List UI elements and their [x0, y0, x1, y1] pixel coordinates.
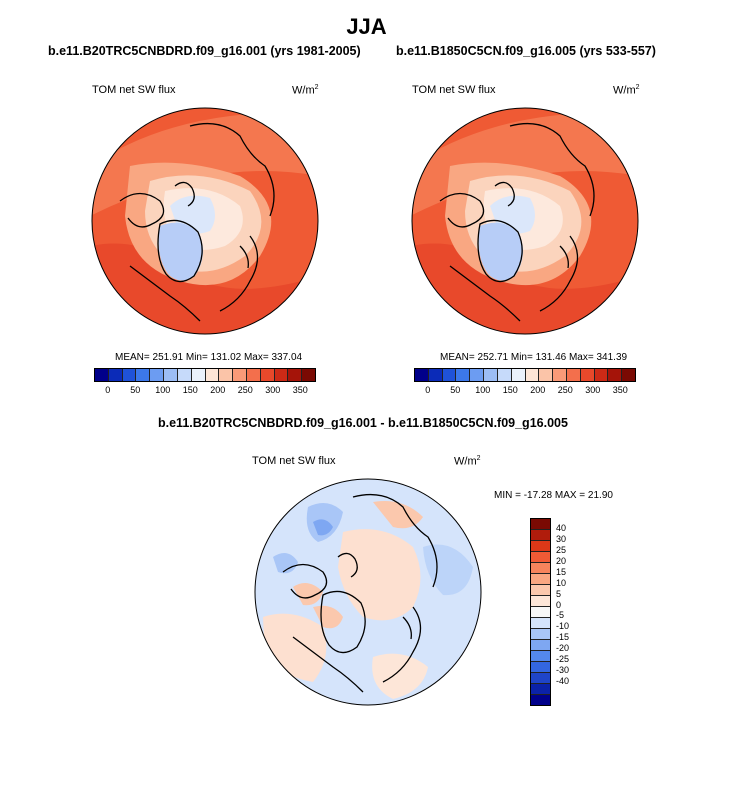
colorbar-swatch — [531, 640, 550, 651]
colorbar-tick-label: 100 — [155, 385, 171, 395]
right-stats: MEAN= 252.71 Min= 131.46 Max= 341.39 — [440, 352, 628, 363]
diff-polar-map — [253, 477, 483, 712]
colorbar-swatch — [415, 369, 429, 381]
colorbar-swatch — [531, 552, 550, 563]
colorbar-swatch — [531, 563, 550, 574]
colorbar-swatch — [246, 369, 261, 381]
colorbar-tick-label: 40 — [556, 522, 567, 533]
colorbar-swatch — [531, 574, 550, 585]
colorbar-swatch — [580, 369, 595, 381]
diff-unit-label: W/m2 — [454, 455, 481, 468]
colorbar-swatch — [456, 369, 471, 381]
colorbar-swatch — [274, 369, 289, 381]
colorbar-swatch — [531, 519, 550, 530]
figure-title: JJA — [346, 14, 387, 39]
colorbar-tick-label: 300 — [585, 385, 601, 395]
right-case-title: b.e11.B1850C5CN.f09_g16.005 (yrs 533-557… — [396, 44, 656, 58]
colorbar-tick-label: 150 — [182, 385, 198, 395]
colorbar-swatch — [531, 607, 550, 618]
colorbar-tick-label: 350 — [292, 385, 308, 395]
right-unit-label: W/m2 — [613, 84, 640, 97]
colorbar-swatch — [150, 369, 165, 381]
left-case-title: b.e11.B20TRC5CNBDRD.f09_g16.001 (yrs 198… — [48, 44, 361, 58]
colorbar-tick-label: -20 — [556, 643, 570, 654]
colorbar-tick-label: 350 — [612, 385, 628, 395]
colorbar-swatch — [108, 369, 123, 381]
colorbar-swatch — [205, 369, 220, 381]
colorbar-tick-label: -30 — [556, 665, 570, 676]
colorbar-swatch — [219, 369, 234, 381]
colorbar-tick-label: 200 — [530, 385, 546, 395]
colorbar-tick-label: 20 — [556, 555, 567, 566]
colorbar-swatch — [531, 684, 550, 695]
colorbar-tick-label: 25 — [556, 544, 567, 555]
colorbar-tick-label: 200 — [210, 385, 226, 395]
colorbar-swatch — [470, 369, 485, 381]
colorbar-swatch — [191, 369, 206, 381]
colorbar-swatch — [484, 369, 498, 381]
diff-stats: MIN = -17.28 MAX = 21.90 — [494, 490, 613, 501]
colorbar-tick-label: 50 — [130, 385, 141, 395]
colorbar-tick-label: 150 — [502, 385, 518, 395]
colorbar-swatch — [531, 673, 550, 684]
diff-case-title: b.e11.B20TRC5CNBDRD.f09_g16.001 - b.e11.… — [158, 416, 568, 430]
colorbar-swatch — [428, 369, 443, 381]
colorbar-swatch — [531, 530, 550, 541]
colorbar-swatch — [288, 369, 303, 381]
colorbar-swatch — [531, 662, 550, 673]
colorbar-tick-label: 10 — [556, 577, 567, 588]
left-variable-label: TOM net SW flux — [92, 84, 176, 96]
colorbar-swatch — [442, 369, 457, 381]
colorbar-swatch — [531, 596, 550, 607]
colorbar-tick-label: 250 — [557, 385, 573, 395]
colorbar-swatch — [233, 369, 247, 381]
colorbar-tick-label: -10 — [556, 621, 570, 632]
colorbar-swatch — [594, 369, 609, 381]
colorbar-swatch — [531, 618, 550, 629]
diff-colorbar — [530, 518, 551, 706]
colorbar-tick-label: 30 — [556, 533, 567, 544]
colorbar-swatch — [608, 369, 623, 381]
colorbar-tick-label: 0 — [105, 385, 111, 395]
colorbar-swatch — [497, 369, 512, 381]
colorbar-swatch — [164, 369, 178, 381]
left-stats: MEAN= 251.91 Min= 131.02 Max= 337.04 — [115, 352, 303, 363]
left-colorbar — [94, 368, 316, 382]
colorbar-tick-label: -5 — [556, 610, 565, 621]
colorbar-tick-label: 100 — [475, 385, 491, 395]
colorbar-tick-label: 15 — [556, 566, 567, 577]
colorbar-swatch — [136, 369, 151, 381]
colorbar-tick-label: 300 — [265, 385, 281, 395]
colorbar-swatch — [553, 369, 567, 381]
colorbar-tick-label: -40 — [556, 676, 570, 687]
colorbar-swatch — [95, 369, 109, 381]
colorbar-tick-label: 0 — [556, 599, 562, 610]
left-unit-label: W/m2 — [292, 84, 319, 97]
colorbar-swatch — [531, 541, 550, 552]
colorbar-swatch — [531, 629, 550, 640]
colorbar-tick-label: 0 — [425, 385, 431, 395]
right-colorbar — [414, 368, 636, 382]
colorbar-tick-label: -15 — [556, 632, 570, 643]
right-variable-label: TOM net SW flux — [412, 84, 496, 96]
colorbar-swatch — [525, 369, 540, 381]
left-polar-map — [90, 106, 320, 341]
colorbar-swatch — [302, 369, 315, 381]
colorbar-swatch — [566, 369, 581, 381]
colorbar-swatch — [531, 585, 550, 596]
colorbar-tick-label: 5 — [556, 588, 562, 599]
colorbar-swatch — [260, 369, 275, 381]
colorbar-tick-label: -25 — [556, 654, 570, 665]
colorbar-swatch — [122, 369, 137, 381]
right-polar-map — [410, 106, 640, 341]
colorbar-swatch — [531, 695, 550, 705]
colorbar-swatch — [622, 369, 635, 381]
colorbar-swatch — [531, 651, 550, 662]
colorbar-swatch — [539, 369, 554, 381]
diff-variable-label: TOM net SW flux — [252, 455, 336, 467]
colorbar-swatch — [177, 369, 192, 381]
colorbar-tick-label: 50 — [450, 385, 461, 395]
colorbar-tick-label: 250 — [237, 385, 253, 395]
colorbar-swatch — [511, 369, 526, 381]
